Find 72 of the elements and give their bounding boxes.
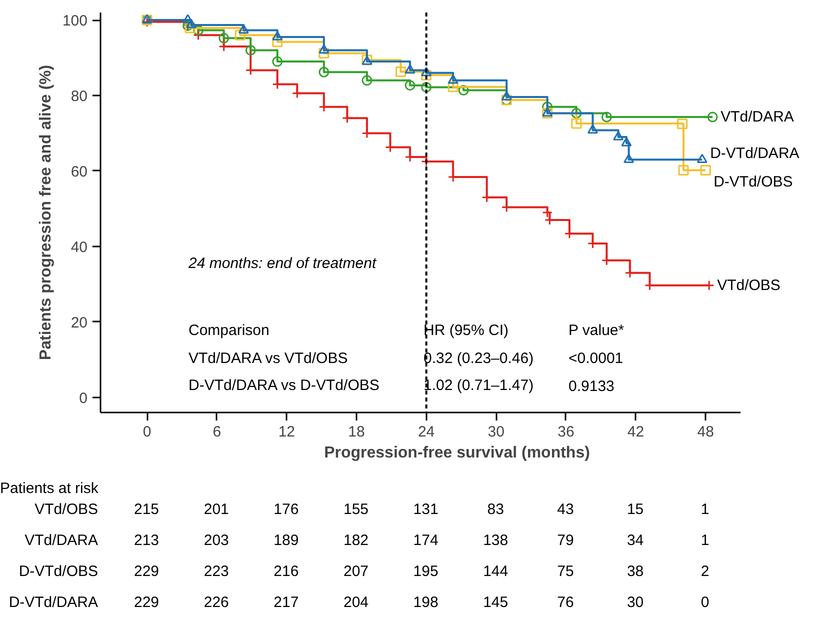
text: VTd/DARA (24, 532, 98, 550)
annotation: 0.32 (0.23–0.46) (424, 350, 534, 367)
text: 30 (626, 594, 644, 612)
x-tick-label: 42 (627, 424, 644, 440)
text: 1 (700, 501, 710, 519)
x-tick-label: 0 (142, 424, 152, 440)
text: 204 (343, 594, 369, 612)
annotation: 0.9133 (568, 378, 614, 395)
text: D-VTd/DARA (8, 594, 98, 612)
text: 131 (413, 501, 438, 519)
y-tick-label: 100 (62, 12, 88, 30)
text: 144 (483, 563, 508, 581)
series-label: D-VTd/OBS (714, 174, 793, 191)
annotation: 1.02 (0.71–1.47) (424, 377, 534, 394)
text: 138 (483, 532, 508, 550)
text: 155 (343, 501, 369, 519)
annotation: P value* (568, 322, 624, 339)
text: 229 (134, 563, 160, 581)
series-label: VTd/DARA (720, 108, 794, 126)
annotation: HR (95% CI) (424, 322, 509, 339)
text: 229 (134, 594, 160, 612)
text: 201 (204, 501, 229, 519)
text: 2 (700, 563, 710, 581)
x-tick-label: 30 (488, 424, 504, 440)
text: 226 (204, 594, 229, 612)
text: 223 (204, 563, 229, 581)
text: 145 (483, 594, 508, 612)
text: 195 (413, 563, 438, 581)
y-tick-label: 80 (70, 88, 88, 106)
x-tick-label: 48 (697, 424, 714, 440)
y-tick-label: 60 (70, 163, 88, 180)
annotation: D-VTd/DARA vs D-VTd/OBS (188, 377, 380, 394)
text: 189 (274, 532, 299, 550)
x-tick-label: 12 (278, 424, 296, 440)
text: 75 (557, 563, 574, 581)
text: Patients at risk (0, 480, 98, 498)
y-tick-label: 40 (70, 238, 88, 256)
x-tick-label: 6 (212, 424, 222, 440)
y-tick-label: 0 (79, 390, 88, 407)
series-label: D-VTd/DARA (710, 145, 800, 162)
text: D-VTd/OBS (18, 563, 98, 581)
text: 38 (626, 563, 644, 581)
text: 198 (413, 594, 438, 612)
text: 83 (487, 501, 504, 519)
text: 15 (626, 501, 644, 519)
text: 0 (700, 594, 710, 612)
text: 76 (557, 594, 574, 612)
annotation: 24 months: end of treatment (188, 255, 377, 272)
text: 176 (274, 501, 299, 519)
text: 203 (204, 532, 229, 550)
text: 1 (700, 532, 710, 550)
series-label: VTd/OBS (717, 276, 780, 294)
x-tick-label: 24 (418, 424, 435, 440)
text: 213 (134, 532, 160, 550)
annotation: <0.0001 (568, 350, 624, 367)
y-tick-label: 20 (70, 314, 88, 332)
text: 79 (557, 532, 574, 550)
x-tick-label: 18 (348, 424, 365, 440)
annotation: Comparison (188, 322, 270, 339)
text: 43 (557, 501, 574, 519)
text: 217 (274, 594, 299, 612)
y-axis-title: Patients progression free and alive (%) (37, 64, 54, 360)
annotation: VTd/DARA vs VTd/OBS (188, 350, 348, 367)
text: 207 (343, 563, 369, 581)
text: 215 (134, 501, 160, 519)
text: VTd/OBS (34, 501, 98, 519)
x-axis-title: Progression-free survival (months) (324, 444, 590, 462)
text: 174 (413, 532, 438, 550)
text: 216 (274, 563, 299, 581)
text: 182 (343, 532, 369, 550)
x-tick-label: 36 (558, 424, 574, 440)
text: 34 (626, 532, 644, 550)
